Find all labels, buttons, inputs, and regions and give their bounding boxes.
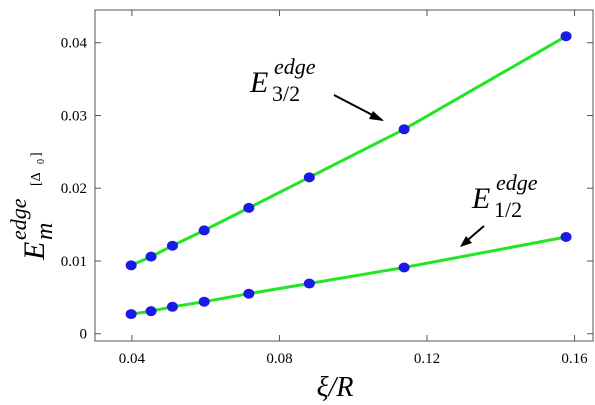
annotation-e-1-2: E edge 1/2 — [460, 170, 538, 247]
data-point — [398, 262, 410, 273]
data-point — [145, 306, 157, 317]
plot-border — [94, 9, 594, 342]
x-tick-label: 0.16 — [561, 351, 588, 367]
annotation-e-3-2-sup: edge — [274, 54, 316, 79]
x-tick-label: 0.04 — [119, 351, 146, 367]
data-point — [166, 240, 178, 251]
y-axis-unit-open: [Δ — [29, 172, 44, 186]
y-tick-label: 0.02 — [61, 181, 87, 197]
data-point — [198, 225, 210, 236]
series-group — [125, 31, 572, 320]
annotation-e-1-2-sup: edge — [496, 170, 538, 195]
data-point — [198, 296, 210, 307]
x-axis-ticks: 0.04 0.08 0.12 0.16 — [119, 10, 588, 367]
data-point — [560, 31, 572, 42]
y-axis-title-sup: edge — [6, 198, 31, 240]
annotation-e-3-2-main: E — [249, 66, 268, 99]
y-axis-unit-close: ] — [29, 152, 44, 157]
data-point — [166, 301, 178, 312]
annotation-e-1-2-arrowhead — [460, 236, 472, 247]
y-tick-label: 0 — [80, 327, 88, 343]
y-tick-label: 0.04 — [61, 36, 88, 52]
series-0 — [125, 31, 572, 271]
data-point — [125, 260, 137, 271]
y-tick-label: 0.01 — [61, 254, 87, 270]
annotation-e-3-2-arrowhead — [369, 111, 384, 121]
annotation-e-3-2-sub: 3/2 — [272, 81, 300, 106]
data-point — [398, 124, 410, 135]
data-point — [243, 202, 255, 213]
x-tick-label: 0.12 — [414, 351, 440, 367]
annotation-e-3-2: E edge 3/2 — [249, 54, 384, 121]
y-axis-title-main: E — [18, 242, 51, 261]
series-line — [130, 34, 567, 267]
series-1 — [125, 231, 572, 320]
data-point — [303, 278, 315, 289]
y-axis-title: E edge m [Δ 0 ] — [6, 152, 58, 261]
data-point — [125, 309, 137, 320]
data-point — [243, 288, 255, 299]
y-axis-ticks: 0 0.01 0.02 0.03 0.04 — [61, 36, 593, 343]
x-tick-label: 0.08 — [266, 351, 292, 367]
plot-frame — [94, 9, 594, 342]
y-tick-label: 0.03 — [61, 108, 87, 124]
data-point — [303, 172, 315, 183]
annotation-e-1-2-main: E — [471, 182, 490, 215]
annotation-e-1-2-sub: 1/2 — [494, 197, 522, 222]
data-point — [145, 251, 157, 262]
data-point — [560, 231, 572, 242]
y-axis-title-sub: m — [32, 223, 58, 240]
x-axis-title: ξ/R — [317, 372, 354, 403]
series-line — [130, 235, 567, 316]
y-axis-unit-sub: 0 — [36, 159, 47, 164]
